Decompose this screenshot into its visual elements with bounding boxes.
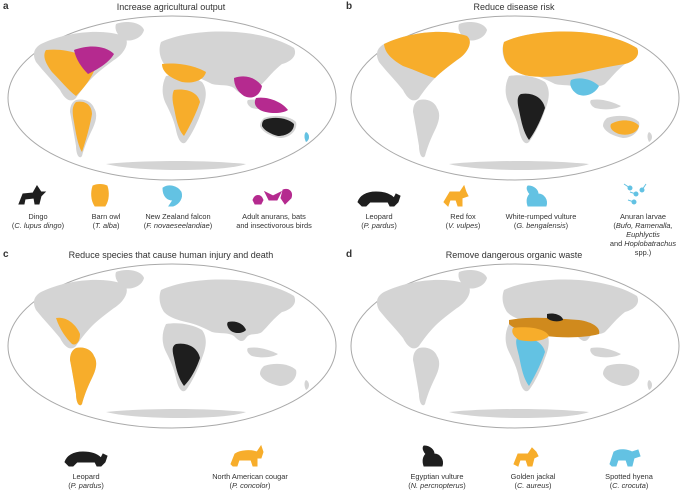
range-cougar-na: [56, 317, 80, 345]
panel-d: d Remove dangerous organic waste Egyptia…: [343, 248, 685, 496]
legend-item: White-rumped vulture (G. bengalensis): [501, 182, 581, 230]
range-anurans-sea: [254, 97, 288, 113]
legend-scientific-name: (C. lupus dingo): [11, 221, 65, 230]
range-nz-falcon: [304, 132, 309, 142]
panel-a: a Increase agricultural output Dingo (C. …: [0, 0, 342, 248]
legend-scientific-name: (P. pardus): [68, 481, 104, 490]
legend-name: White-rumped vulture: [505, 212, 577, 221]
legend-item: Golden jackal (C. aureus): [493, 442, 573, 490]
range-red-fox-eu: [502, 31, 639, 77]
range-anurans-asia: [234, 76, 262, 98]
legend-item: Leopard (P. pardus): [339, 182, 419, 230]
world-map: [350, 15, 680, 181]
panel-label: d: [346, 249, 353, 260]
panel-title: Reduce disease risk: [473, 2, 555, 12]
falcon-icon: [162, 185, 182, 207]
range-vulture-af: [512, 327, 549, 342]
jackal-icon: [513, 447, 539, 467]
legend-name: Egyptian vulture: [410, 472, 464, 481]
range-vulture-eg: [547, 313, 563, 322]
range-barn-owl-sa: [72, 101, 92, 152]
world-map: [7, 15, 337, 181]
legend-name: Adult anurans, bats: [242, 212, 306, 221]
legend-scientific-name-2: and Hoplobatrachus spp.): [609, 239, 677, 257]
range-barn-owl-af: [172, 89, 200, 136]
legend-item: Leopard (P. pardus): [46, 442, 126, 490]
world-map: [7, 263, 337, 429]
panel-title: Reduce species that cause human injury a…: [68, 250, 274, 260]
panel-b: b Reduce disease risk Leopard (P. pardus)…: [343, 0, 685, 257]
range-cougar-sa: [70, 347, 97, 406]
leopard-icon: [357, 191, 401, 207]
legend-item: New Zealand falcon (F. novaeseelandiae): [138, 182, 218, 230]
legend-item: Red fox (V. vulpes): [423, 182, 503, 230]
legend-name: New Zealand falcon: [145, 212, 211, 221]
legend-scientific-name: (T. alba): [92, 221, 120, 230]
legend-scientific-name: (V. vulpes): [445, 221, 481, 230]
dingo-icon: [18, 185, 47, 205]
legend-name: Anuran larvae: [619, 212, 666, 221]
legend-name: Red fox: [450, 212, 476, 221]
vulture-icon: [422, 445, 443, 467]
frog-bat-bird-icon: [252, 189, 292, 205]
range-vulture: [570, 78, 599, 96]
legend-name: Leopard: [72, 472, 100, 481]
legend-item: Egyptian vulture (N. percnopterus): [397, 442, 477, 490]
panel-label: c: [3, 249, 9, 260]
panel-title: Remove dangerous organic waste: [445, 250, 583, 260]
vulture-icon: [526, 185, 547, 207]
legend-scientific-name: (Bufo, Ramenalla, Euphlyctis: [613, 221, 673, 239]
panel-label: b: [346, 1, 353, 12]
legend-scientific-name: (P. pardus): [361, 221, 397, 230]
legend-scientific-name: and insectivorous birds: [236, 221, 312, 230]
range-leopard-af: [517, 93, 545, 140]
legend-scientific-name: (C. crocuta): [609, 481, 649, 490]
legend-name: Dingo: [28, 212, 48, 221]
legend-name: Golden jackal: [510, 472, 556, 481]
legend-name: North American cougar: [212, 472, 288, 481]
panel-label: a: [3, 1, 9, 12]
legend-item: North American cougar (P. concolor): [210, 442, 290, 490]
range-barn-owl-eu: [162, 63, 206, 83]
fox-icon: [443, 184, 469, 207]
legend-scientific-name: (P. concolor): [229, 481, 271, 490]
barn-owl-icon: [91, 184, 109, 207]
panel-c: c Reduce species that cause human injury…: [0, 248, 342, 496]
range-red-fox-na: [384, 31, 470, 78]
range-leopard-af: [172, 343, 200, 386]
legend-scientific-name: (N. percnopterus): [408, 481, 466, 490]
legend-item: Spotted hyena (C. crocuta): [589, 442, 669, 490]
range-anurans-na: [74, 46, 114, 74]
tadpole-icon: [623, 183, 647, 205]
legend-name: Barn owl: [91, 212, 121, 221]
legend-item: Adult anurans, bats and insectivorous bir…: [234, 182, 314, 230]
legend-scientific-name: (G. bengalensis): [513, 221, 569, 230]
range-leopard-as: [227, 321, 246, 333]
leopard-icon: [64, 451, 108, 467]
hyena-icon: [609, 449, 641, 467]
range-dingo: [262, 117, 294, 136]
legend-item: Dingo (C. lupus dingo): [0, 182, 78, 230]
cougar-icon: [230, 444, 264, 467]
panel-title: Increase agricultural output: [116, 2, 226, 12]
legend-item: Barn owl (T. alba): [66, 182, 146, 230]
range-red-fox-au: [610, 120, 639, 135]
legend-item: Anuran larvae (Bufo, Ramenalla, Euphlycti…: [603, 182, 683, 257]
world-map: [350, 263, 680, 429]
legend-scientific-name: (F. novaeseelandiae): [143, 221, 213, 230]
legend-name: Spotted hyena: [605, 472, 653, 481]
legend-scientific-name: (C. aureus): [514, 481, 552, 490]
legend-name: Leopard: [365, 212, 393, 221]
range-hyena: [516, 337, 545, 386]
